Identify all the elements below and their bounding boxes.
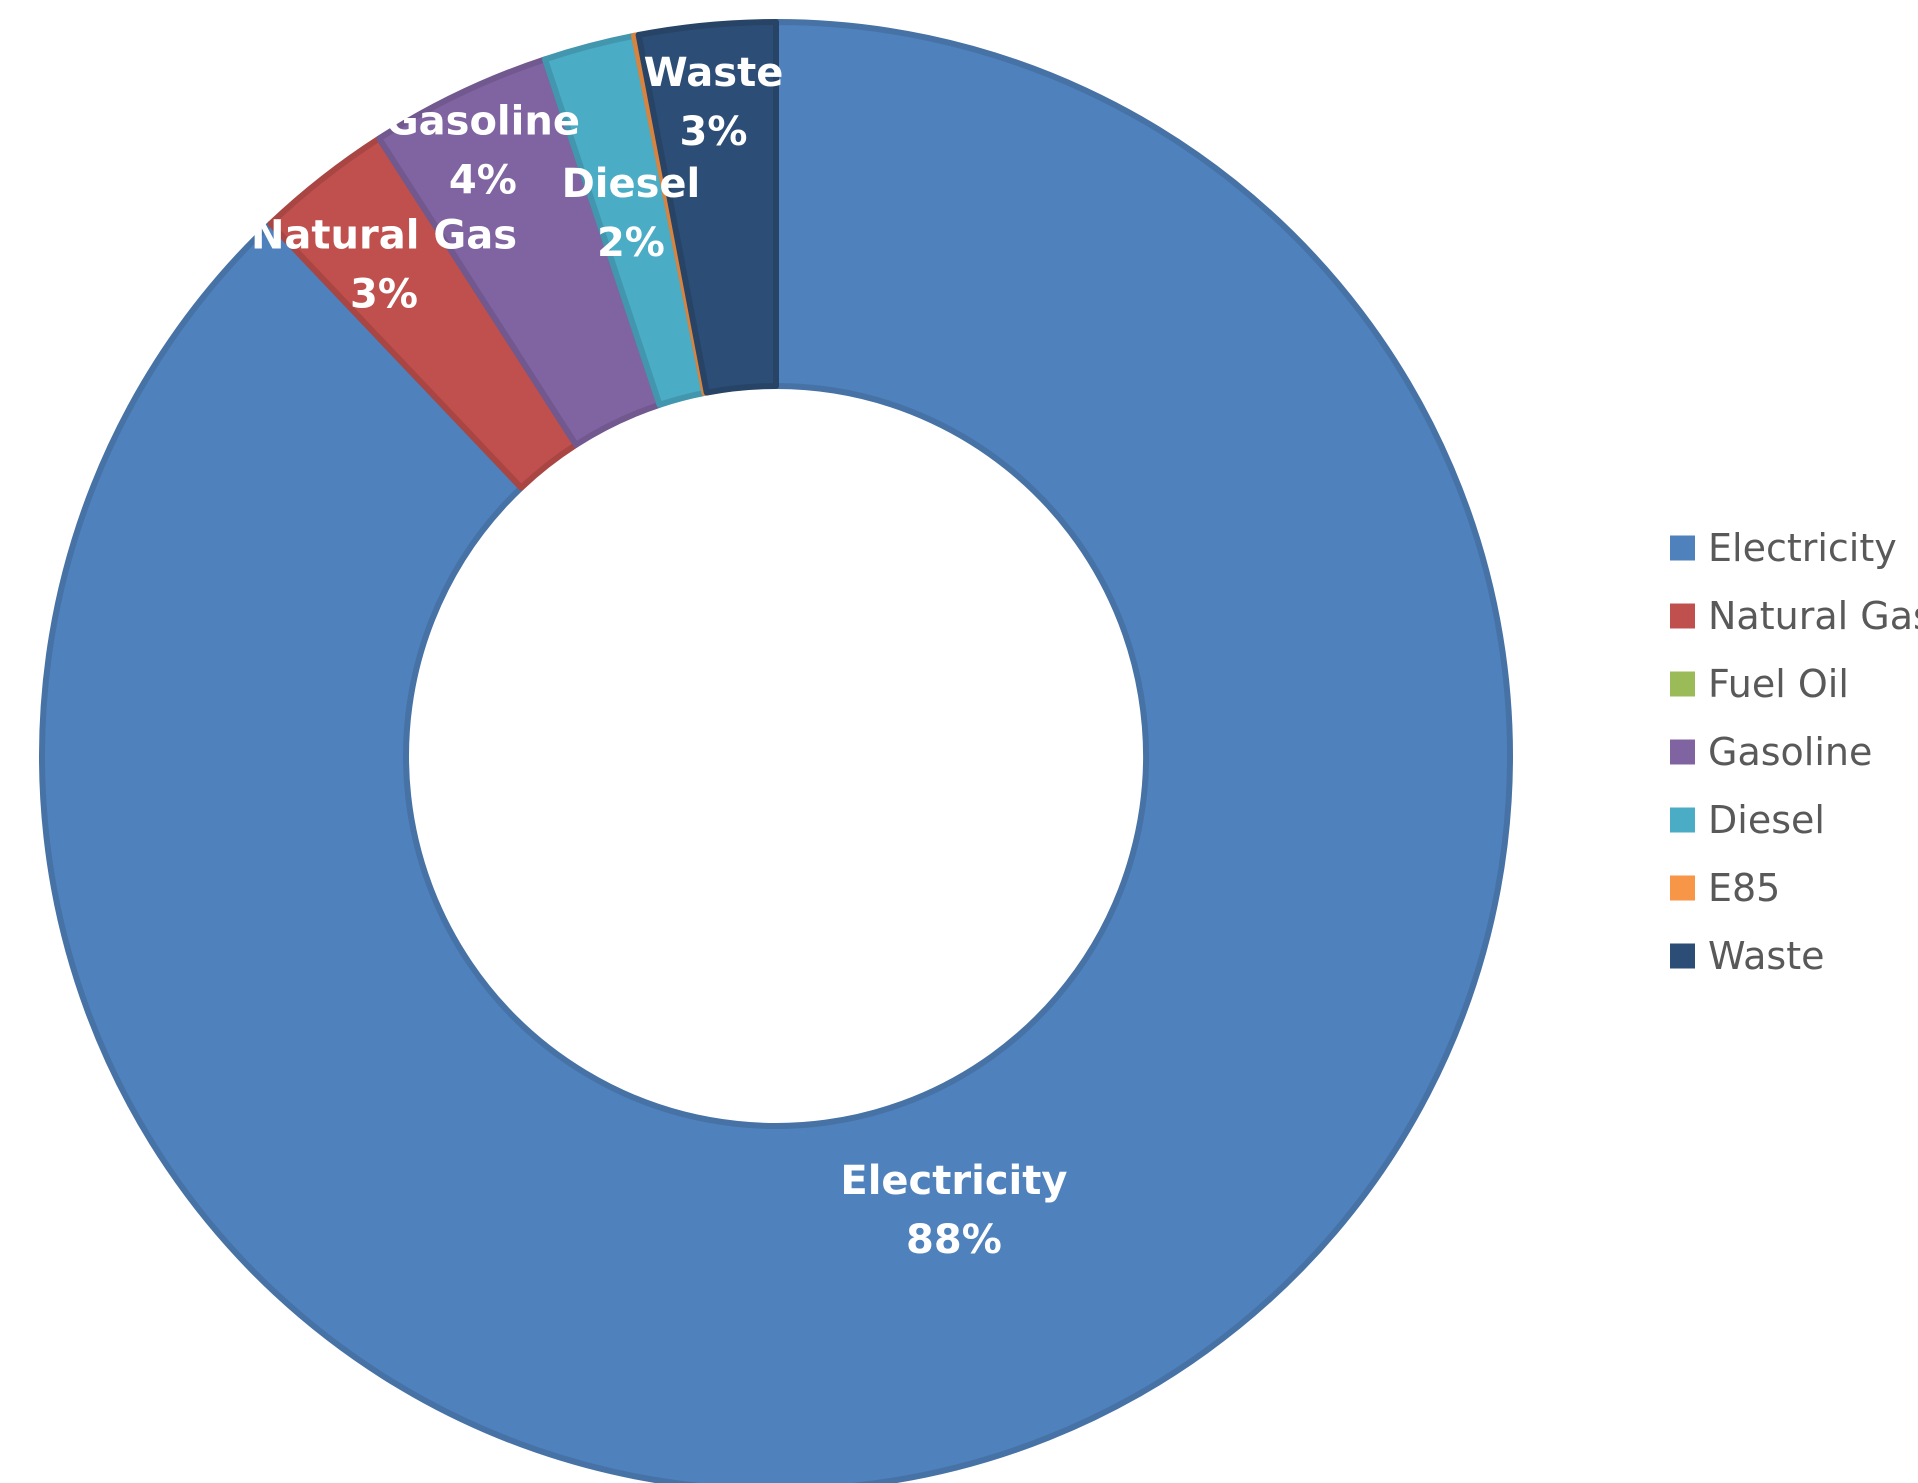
legend-label: Gasoline [1708,730,1872,774]
data-label-name: Diesel [562,161,701,207]
chart-legend: Electricity Natural Gas Fuel Oil Gasoline Di… [1670,526,1918,978]
legend-swatch [1670,603,1695,629]
data-label-name: Electricity [840,1158,1067,1204]
legend-label: Fuel Oil [1708,662,1849,706]
legend-item-electricity: Electricity [1670,526,1897,570]
data-label-value: 2% [597,220,665,266]
data-label-value: 3% [350,271,418,317]
legend-swatch [1670,671,1695,697]
data-label-value: 4% [449,157,517,203]
legend-item-diesel: Diesel [1670,798,1825,842]
data-label-value: 3% [680,109,748,155]
chart-data-labels: Electricity 88% Natural Gas 3% Gasoline 4% Die… [251,50,1068,1263]
data-label-gasoline: Gasoline 4% [386,98,580,203]
data-label-name: Natural Gas [251,212,517,258]
data-label-waste: Waste 3% [644,50,784,155]
data-label-diesel: Diesel 2% [562,161,701,266]
data-label-natural-gas: Natural Gas 3% [251,212,517,317]
data-label-name: Gasoline [386,98,580,144]
legend-label: Waste [1708,934,1825,978]
legend-label: Electricity [1708,526,1897,570]
data-label-electricity: Electricity 88% [840,1158,1067,1263]
slice-electricity [39,19,1513,1483]
legend-item-waste: Waste [1670,934,1825,978]
legend-swatch [1670,739,1695,765]
chart-slices [39,19,1513,1483]
legend-item-natural-gas: Natural Gas [1670,594,1918,638]
legend-item-gasoline: Gasoline [1670,730,1872,774]
legend-swatch [1670,807,1695,833]
data-label-value: 88% [906,1217,1002,1263]
legend-label: E85 [1708,866,1780,910]
data-label-name: Waste [644,50,784,96]
legend-item-e85: E85 [1670,866,1780,910]
legend-swatch [1670,943,1695,969]
legend-swatch [1670,535,1695,561]
legend-label: Natural Gas [1708,594,1918,638]
legend-swatch [1670,875,1695,901]
slice-waste [635,19,779,396]
legend-label: Diesel [1708,798,1825,842]
legend-item-fuel-oil: Fuel Oil [1670,662,1849,706]
